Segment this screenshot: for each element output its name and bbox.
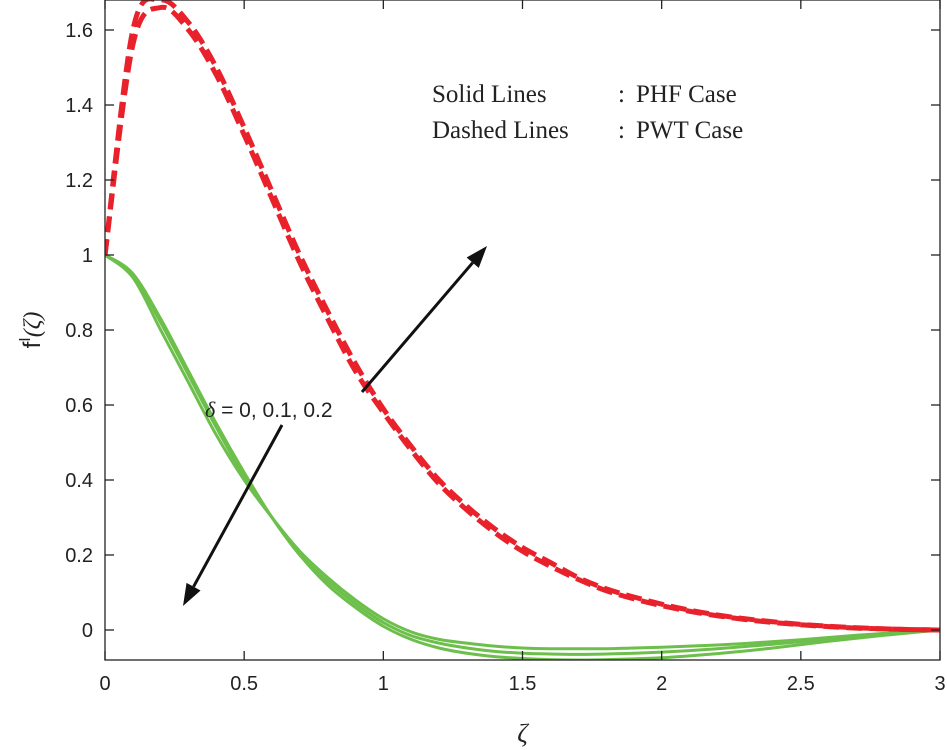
legend-solid-desc: PHF Case bbox=[636, 81, 737, 108]
y-tick-label: 0.8 bbox=[65, 320, 93, 342]
axis-ticks-group: 0 0.5 1 1.5 2 2.5 3 0 0.2 0.4 0.6 0.8 1 1.2 1.4 1.6 bbox=[65, 0, 946, 695]
y-tick-label: 0.2 bbox=[65, 545, 93, 567]
y-tick-label: 1 bbox=[82, 245, 93, 267]
y-axis-label-main: f bbox=[19, 341, 46, 348]
delta-symbol: δ bbox=[205, 397, 216, 422]
y-tick-label: 0 bbox=[82, 620, 93, 642]
y-axis-label-arg: (ζ) bbox=[20, 312, 46, 338]
x-tick-label: 1 bbox=[378, 673, 389, 695]
legend-solid-sep: : bbox=[618, 81, 625, 108]
x-tick-label: 3 bbox=[934, 673, 945, 695]
arrow-down-left bbox=[183, 424, 284, 606]
y-axis-label-sup: I bbox=[17, 337, 34, 341]
legend-solid-label: Solid Lines bbox=[432, 81, 547, 108]
delta-annotation: δ = 0, 0.1, 0.2 bbox=[205, 397, 333, 422]
y-tick-label: 1.2 bbox=[65, 170, 93, 192]
y-tick-label: 0.4 bbox=[65, 470, 93, 492]
arrow-up-right-shaft bbox=[360, 261, 474, 393]
x-tick-label: 1.5 bbox=[509, 673, 537, 695]
y-tick-label: 0.6 bbox=[65, 395, 93, 417]
y-axis-label: fI(ζ) bbox=[17, 312, 46, 349]
x-axis-label: ζ bbox=[517, 719, 529, 748]
y-tick-label: 1.4 bbox=[65, 95, 93, 117]
x-tick-label: 0 bbox=[99, 673, 110, 695]
solid-series-line-1 bbox=[105, 253, 940, 651]
legend-dashed-sep: : bbox=[618, 117, 625, 144]
dashed-series-line-5 bbox=[105, 0, 940, 633]
dashed-series-line-4 bbox=[105, 4, 940, 633]
solid-series-line-2 bbox=[105, 253, 940, 656]
x-tick-label: 2 bbox=[656, 673, 667, 695]
legend-text-block: Solid Lines : PHF Case Dashed Lines : PW… bbox=[432, 81, 743, 144]
legend-dashed-desc: PWT Case bbox=[636, 117, 743, 144]
arrow-up-right-head bbox=[466, 246, 487, 268]
legend-dashed-label: Dashed Lines bbox=[432, 117, 569, 144]
arrow-down-left-head bbox=[183, 582, 201, 606]
y-tick-label: 1.6 bbox=[65, 20, 93, 42]
delta-values: = 0, 0.1, 0.2 bbox=[215, 399, 332, 422]
arrow-down-left-shaft bbox=[192, 424, 284, 588]
arrow-up-right bbox=[360, 246, 487, 393]
arrow-annotation-group bbox=[183, 246, 487, 606]
x-tick-label: 2.5 bbox=[787, 673, 815, 695]
x-tick-label: 0.5 bbox=[230, 673, 258, 695]
